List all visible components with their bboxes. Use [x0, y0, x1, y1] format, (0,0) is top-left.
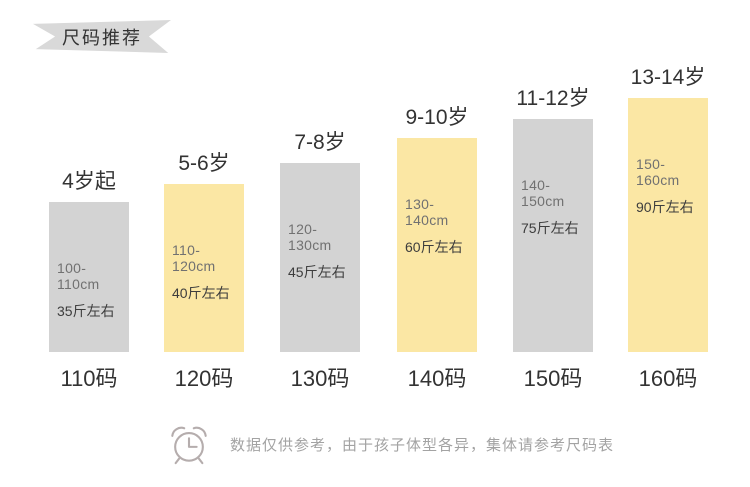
weight-text: 40斤左右 — [172, 285, 230, 301]
height-range-text: 130-140cm — [405, 196, 449, 228]
alarm-clock-icon — [166, 423, 212, 465]
size-recommendation-chart: 4岁起 100-110cm 35斤左右 110码 5-6岁 110-120cm … — [49, 52, 708, 391]
size-bar-column-160: 13-14岁 150-160cm 90斤左右 160码 — [628, 66, 708, 391]
size-bar: 140-150cm 75斤左右 — [513, 119, 593, 352]
age-label: 7-8岁 — [294, 131, 346, 154]
size-bar-column-150: 11-12岁 140-150cm 75斤左右 150码 — [513, 87, 593, 391]
size-bar: 120-130cm 45斤左右 — [280, 163, 360, 352]
age-label: 9-10岁 — [405, 106, 469, 129]
size-bar-column-120: 5-6岁 110-120cm 40斤左右 120码 — [164, 152, 244, 391]
size-code-label: 140码 — [407, 366, 467, 391]
height-range-text: 150-160cm — [636, 156, 680, 188]
age-label: 4岁起 — [62, 170, 116, 193]
weight-text: 45斤左右 — [288, 264, 346, 280]
size-bar: 110-120cm 40斤左右 — [164, 184, 244, 352]
height-range-text: 110-120cm — [172, 242, 216, 274]
page-title: 尺码推荐 — [62, 27, 142, 48]
age-label: 11-12岁 — [516, 87, 590, 110]
height-range-text: 100-110cm — [57, 260, 100, 292]
size-bar-column-140: 9-10岁 130-140cm 60斤左右 140码 — [397, 106, 477, 391]
size-bar-column-110: 4岁起 100-110cm 35斤左右 110码 — [49, 170, 129, 391]
age-label: 5-6岁 — [178, 152, 230, 175]
size-code-label: 110码 — [60, 366, 118, 391]
footer-note: 数据仅供参考，由于孩子体型各异，集体请参考尺码表 — [166, 423, 614, 465]
size-code-label: 160码 — [638, 366, 698, 391]
size-code-label: 150码 — [523, 366, 583, 391]
height-range-text: 120-130cm — [288, 221, 332, 253]
age-label: 13-14岁 — [630, 66, 706, 89]
height-range-text: 140-150cm — [521, 177, 565, 209]
size-code-label: 120码 — [174, 366, 234, 391]
size-bar: 130-140cm 60斤左右 — [397, 138, 477, 352]
size-bar: 100-110cm 35斤左右 — [49, 202, 129, 352]
weight-text: 60斤左右 — [405, 239, 463, 255]
size-bar: 150-160cm 90斤左右 — [628, 98, 708, 352]
title-ribbon: 尺码推荐 — [33, 20, 171, 53]
disclaimer-text: 数据仅供参考，由于孩子体型各异，集体请参考尺码表 — [230, 436, 615, 454]
weight-text: 75斤左右 — [521, 220, 579, 236]
size-code-label: 130码 — [290, 366, 350, 391]
weight-text: 90斤左右 — [636, 199, 694, 215]
weight-text: 35斤左右 — [57, 303, 115, 319]
size-bar-column-130: 7-8岁 120-130cm 45斤左右 130码 — [280, 131, 360, 391]
